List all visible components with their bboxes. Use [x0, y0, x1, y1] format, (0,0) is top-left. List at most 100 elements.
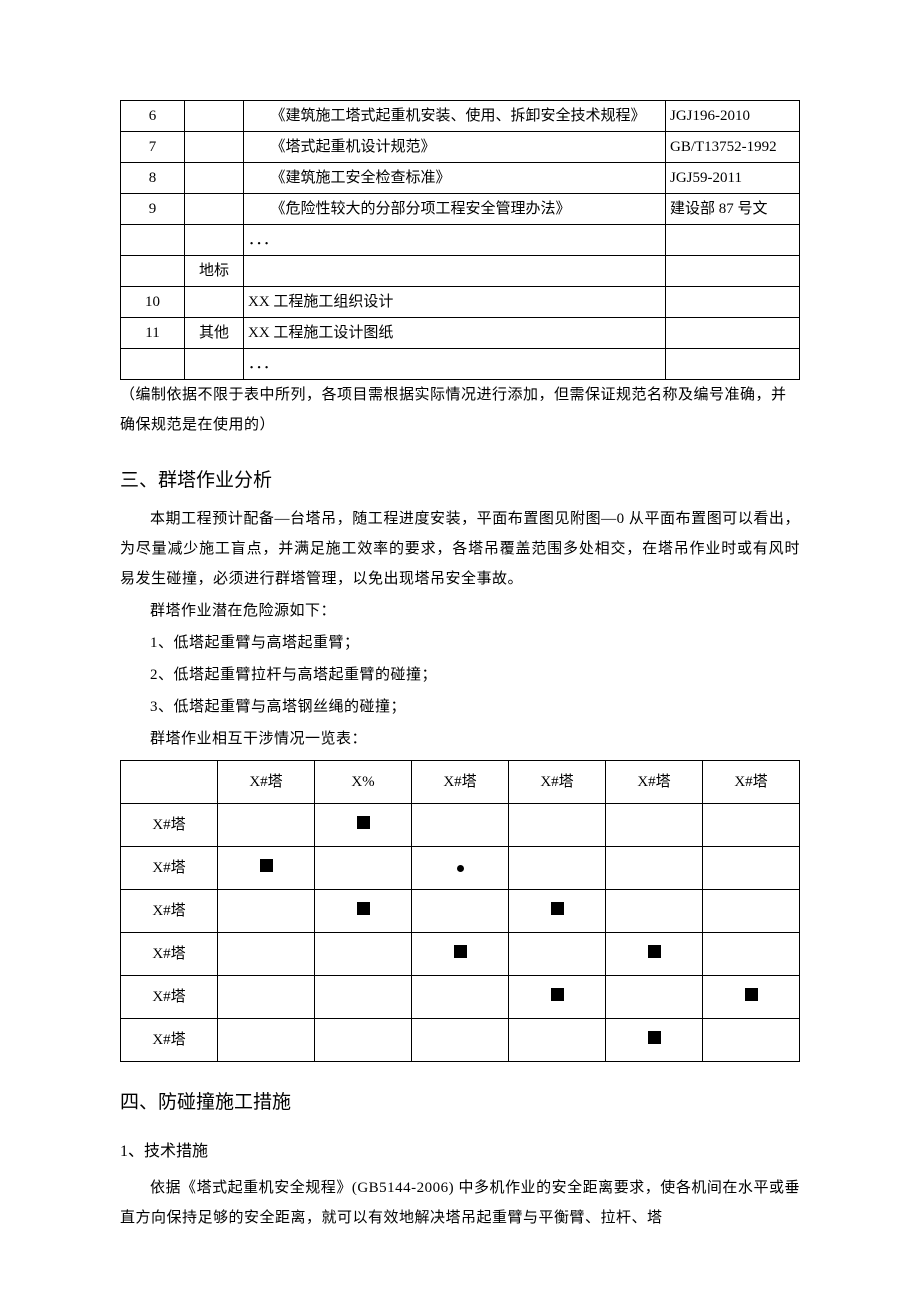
row-name: XX 工程施工设计图纸 — [244, 318, 666, 349]
table2-cell — [703, 1019, 800, 1062]
row-num: 7 — [121, 132, 185, 163]
table2-cell — [218, 804, 315, 847]
dot-marker-icon — [457, 865, 464, 872]
row-category — [185, 287, 244, 318]
table2-cell — [606, 976, 703, 1019]
table2-row-label: X#塔 — [121, 890, 218, 933]
row-code — [666, 349, 800, 380]
square-marker-icon — [551, 988, 564, 1001]
square-marker-icon — [745, 988, 758, 1001]
row-code: 建设部 87 号文 — [666, 194, 800, 225]
hazard-item-3: 3、低塔起重臂与高塔钢丝绳的碰撞； — [120, 692, 800, 722]
row-code — [666, 225, 800, 256]
table2-row-label: X#塔 — [121, 976, 218, 1019]
row-num — [121, 349, 185, 380]
row-num: 6 — [121, 101, 185, 132]
table2-title: 群塔作业相互干涉情况一览表： — [120, 724, 800, 754]
table2-cell — [315, 976, 412, 1019]
square-marker-icon — [357, 816, 370, 829]
table2-cell — [412, 933, 509, 976]
section4-para: 依据《塔式起重机安全规程》(GB5144-2006) 中多机作业的安全距离要求，… — [120, 1173, 800, 1233]
table2-cell — [509, 804, 606, 847]
table2-cell — [509, 847, 606, 890]
table2-cell — [218, 847, 315, 890]
row-code: GB/T13752-1992 — [666, 132, 800, 163]
section3-title: 三、群塔作业分析 — [120, 466, 800, 496]
section4-title: 四、防碰撞施工措施 — [120, 1088, 800, 1118]
table2-corner — [121, 761, 218, 804]
table2-row-label: X#塔 — [121, 847, 218, 890]
square-marker-icon — [551, 902, 564, 915]
table2-cell — [703, 804, 800, 847]
table2-col-header: X#塔 — [412, 761, 509, 804]
row-code — [666, 256, 800, 287]
table2-row-label: X#塔 — [121, 933, 218, 976]
row-name: 《建筑施工安全检查标准》 — [244, 163, 666, 194]
row-category — [185, 163, 244, 194]
table2-col-header: X#塔 — [218, 761, 315, 804]
table2-col-header: X#塔 — [509, 761, 606, 804]
row-category — [185, 194, 244, 225]
table2-cell — [412, 847, 509, 890]
row-category: 其他 — [185, 318, 244, 349]
standards-table: 6 《建筑施工塔式起重机安装、使用、拆卸安全技术规程》JGJ196-20107 … — [120, 100, 800, 380]
row-category — [185, 349, 244, 380]
table2-cell — [315, 847, 412, 890]
row-num — [121, 256, 185, 287]
table2-cell — [315, 890, 412, 933]
table2-cell — [218, 976, 315, 1019]
table-note: （编制依据不限于表中所列，各项目需根据实际情况进行添加，但需保证规范名称及编号准… — [120, 380, 800, 440]
table2-cell — [412, 1019, 509, 1062]
table2-row-label: X#塔 — [121, 1019, 218, 1062]
row-num: 9 — [121, 194, 185, 225]
row-code: JGJ59-2011 — [666, 163, 800, 194]
hazard-item-1: 1、低塔起重臂与高塔起重臂； — [120, 628, 800, 658]
section3-para1: 本期工程预计配备—台塔吊，随工程进度安装，平面布置图见附图—0 从平面布置图可以… — [120, 504, 800, 594]
row-name: XX 工程施工组织设计 — [244, 287, 666, 318]
row-name: 《建筑施工塔式起重机安装、使用、拆卸安全技术规程》 — [244, 101, 666, 132]
table2-cell — [703, 933, 800, 976]
table2-cell — [703, 976, 800, 1019]
table2-col-header: X#塔 — [703, 761, 800, 804]
row-category: 地标 — [185, 256, 244, 287]
square-marker-icon — [648, 1031, 661, 1044]
hazard-intro: 群塔作业潜在危险源如下： — [120, 596, 800, 626]
table2-cell — [703, 890, 800, 933]
square-marker-icon — [357, 902, 370, 915]
row-num: 8 — [121, 163, 185, 194]
row-code: JGJ196-2010 — [666, 101, 800, 132]
table2-cell — [218, 933, 315, 976]
row-name — [244, 256, 666, 287]
row-category — [185, 132, 244, 163]
table2-cell — [412, 890, 509, 933]
row-code — [666, 287, 800, 318]
table2-cell — [703, 847, 800, 890]
table2-cell — [218, 1019, 315, 1062]
table2-cell — [315, 1019, 412, 1062]
table2-cell — [606, 847, 703, 890]
table2-cell — [412, 976, 509, 1019]
table2-cell — [509, 1019, 606, 1062]
row-name: 《危险性较大的分部分项工程安全管理办法》 — [244, 194, 666, 225]
table2-cell — [606, 933, 703, 976]
table2-cell — [509, 976, 606, 1019]
table2-cell — [315, 933, 412, 976]
table2-cell — [606, 890, 703, 933]
table2-row-label: X#塔 — [121, 804, 218, 847]
row-name: ．．． — [244, 349, 666, 380]
table2-cell — [509, 890, 606, 933]
interference-table: X#塔X%X#塔X#塔X#塔X#塔X#塔X#塔X#塔X#塔X#塔X#塔 — [120, 760, 800, 1062]
row-code — [666, 318, 800, 349]
row-category — [185, 101, 244, 132]
row-num: 11 — [121, 318, 185, 349]
row-name: ．．． — [244, 225, 666, 256]
hazard-item-2: 2、低塔起重臂拉杆与高塔起重臂的碰撞； — [120, 660, 800, 690]
table2-cell — [606, 804, 703, 847]
table2-col-header: X#塔 — [606, 761, 703, 804]
section4-sub1: 1、技术措施 — [120, 1137, 800, 1167]
table2-cell — [412, 804, 509, 847]
table2-cell — [509, 933, 606, 976]
row-num: 10 — [121, 287, 185, 318]
square-marker-icon — [260, 859, 273, 872]
row-category — [185, 225, 244, 256]
